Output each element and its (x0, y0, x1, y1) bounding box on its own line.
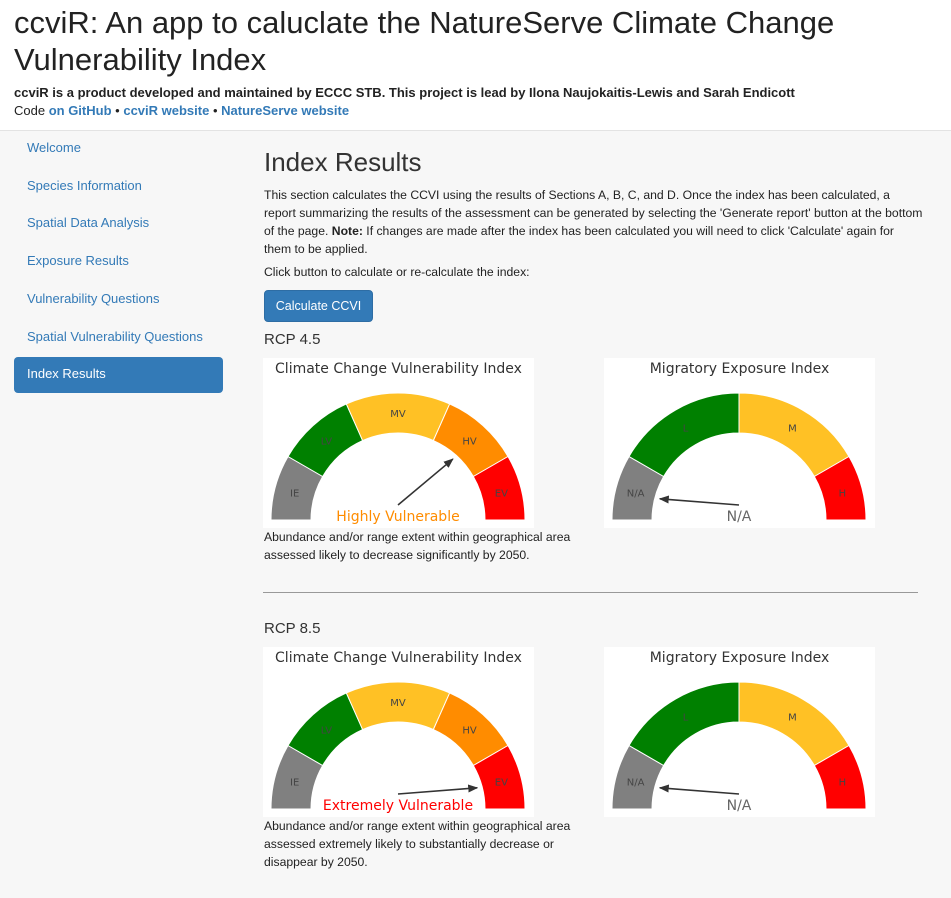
sidebar-item-species-information[interactable]: Species Information (27, 178, 142, 193)
sidebar-item-exposure-results[interactable]: Exposure Results (27, 253, 129, 268)
gauge-segment-label: H (839, 488, 847, 499)
gauge-segment-h (813, 455, 867, 521)
code-prefix: Code (14, 103, 46, 118)
gauge-segment-l (628, 392, 740, 478)
calculate-ccvi-button[interactable]: Calculate CCVI (264, 290, 373, 322)
mei-gauge-rcp45: Migratory Exposure Index N/A L M H N/A (604, 358, 875, 528)
gauge-segment-ev (472, 455, 526, 521)
mei-gauge-title: Migratory Exposure Index (649, 650, 830, 666)
intro-text-part1: This section calculates the CCVI using t… (264, 188, 923, 238)
gauge-segment-label: HV (462, 436, 477, 447)
note-label: Note: (331, 224, 363, 238)
gauge-segment-l (628, 681, 740, 767)
intro-text: This section calculates the CCVI using t… (264, 186, 924, 258)
sidebar-item-vulnerability-questions[interactable]: Vulnerability Questions (27, 291, 160, 306)
ccvi-gauge-rcp45: Climate Change Vulnerability Index IE LV M… (263, 358, 534, 528)
gauge-segment-label: IE (290, 777, 299, 788)
gauge-segment-label: N/A (627, 777, 645, 788)
gauge-segment-label: MV (390, 698, 406, 709)
github-link[interactable]: on GitHub (48, 103, 112, 118)
sidebar-item-spatial-data-analysis[interactable]: Spatial Data Analysis (27, 215, 150, 230)
page-title: Index Results (264, 147, 422, 177)
gauge-segment-label: L (683, 712, 689, 723)
gauge-needle (658, 495, 740, 506)
app-header: ccviR: An app to caluclate the NatureSer… (0, 0, 951, 131)
ccvi-gauge-title: Climate Change Vulnerability Index (275, 361, 522, 377)
ccvi-description-rcp85: Abundance and/or range extent within geo… (264, 819, 571, 869)
gauge-segment-ev (472, 744, 526, 810)
gauge-segment-h (813, 744, 867, 810)
bullet-separator: • (115, 103, 120, 118)
natureserve-website-link[interactable]: NatureServe website (221, 103, 350, 118)
ccvi-description-rcp45: Abundance and/or range extent within geo… (264, 530, 571, 562)
section-divider (263, 592, 918, 593)
gauge-segment-label: HV (462, 725, 477, 736)
sidebar-item-welcome[interactable]: Welcome (27, 140, 81, 155)
gauge-needle (397, 458, 454, 506)
gauge-segment-label: LV (321, 436, 332, 447)
byline: ccviR is a product developed and maintai… (14, 85, 795, 100)
gauge-needle (397, 784, 479, 795)
gauge-segment-label: IE (290, 488, 299, 499)
gauge-segment-label: M (788, 423, 797, 434)
ccvi-gauge-chart: IE LV MV HV EV Extremely Vulnerable (270, 681, 526, 814)
rcp-85-heading: RCP 8.5 (264, 620, 321, 637)
gauge-value-label: Extremely Vulnerable (323, 798, 473, 814)
ccvi-gauge-title: Climate Change Vulnerability Index (275, 650, 522, 666)
mei-gauge-chart: N/A L M H N/A (611, 392, 867, 525)
ccvi-gauge-chart: IE LV MV HV EV Highly Vulnerable (270, 392, 526, 525)
gauge-value-label: N/A (727, 798, 752, 814)
gauge-segment-label: EV (495, 488, 508, 499)
mei-gauge-title: Migratory Exposure Index (649, 361, 830, 377)
sidebar: Welcome Species Information Spatial Data… (0, 131, 237, 898)
ccvir-website-link[interactable]: ccviR website (123, 103, 210, 118)
intro-text-part2: If changes are made after the index has … (264, 224, 894, 256)
calculate-instruction: Click button to calculate or re-calculat… (264, 265, 530, 279)
rcp-45-heading: RCP 4.5 (264, 331, 321, 348)
gauge-value-label: N/A (727, 509, 752, 525)
gauge-segment-label: EV (495, 777, 508, 788)
sidebar-item-index-results[interactable]: Index Results (14, 357, 223, 393)
gauge-segment-m (738, 681, 850, 767)
sidebar-item-spatial-vulnerability-questions[interactable]: Spatial Vulnerability Questions (27, 329, 203, 344)
gauge-segment-label: N/A (627, 488, 645, 499)
gauge-segment-label: MV (390, 409, 406, 420)
mei-gauge-chart: N/A L M H N/A (611, 681, 867, 814)
gauge-needle (658, 784, 740, 795)
ccvi-gauge-rcp85: Climate Change Vulnerability Index IE LV M… (263, 647, 534, 817)
main-panel: Index Results This section calculates th… (237, 131, 951, 898)
gauge-segment-label: LV (321, 725, 332, 736)
gauge-segment-m (738, 392, 850, 478)
gauge-value-label: Highly Vulnerable (336, 509, 459, 525)
gauge-segment-label: M (788, 712, 797, 723)
gauge-segment-label: L (683, 423, 689, 434)
app-title: ccviR: An app to caluclate the NatureSer… (14, 5, 835, 77)
links-line: Code on GitHub • ccviR website • NatureS… (14, 103, 349, 118)
gauge-segment-label: H (839, 777, 847, 788)
bullet-separator: • (212, 103, 218, 118)
mei-gauge-rcp85: Migratory Exposure Index N/A L M H N/A (604, 647, 875, 817)
